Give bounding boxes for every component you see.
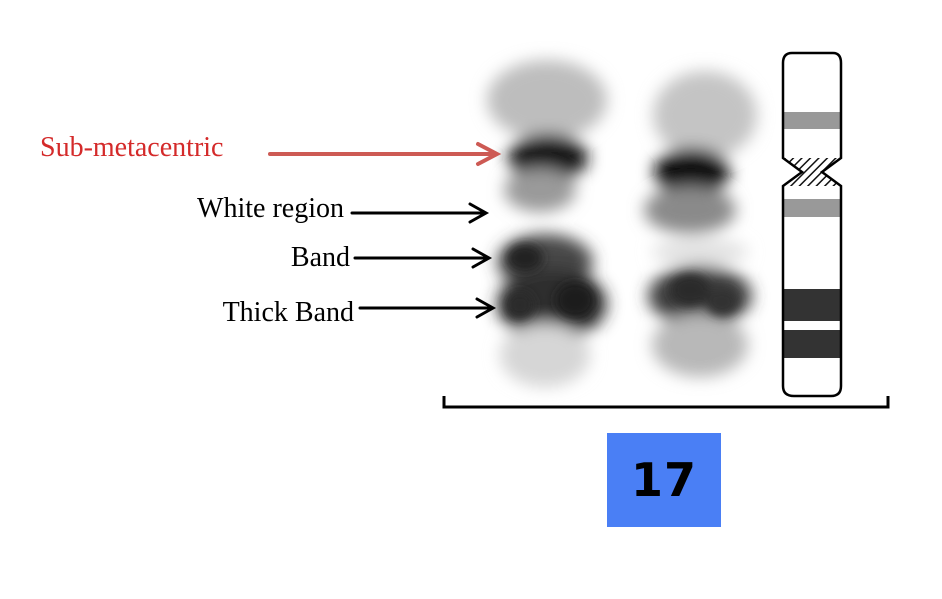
ideogram-outline xyxy=(781,51,843,398)
label-thick-band: Thick Band xyxy=(222,297,354,328)
arrow-white-region xyxy=(350,202,490,224)
group-bracket xyxy=(442,396,890,409)
label-band: Band xyxy=(290,242,350,273)
arrow-sub-metacentric xyxy=(268,142,502,166)
chromosome-photo-left xyxy=(487,60,607,387)
chromosome-photo-right xyxy=(644,71,757,377)
label-sub-metacentric: Sub-metacentric xyxy=(40,132,224,163)
ideogram-band xyxy=(783,289,841,321)
ideogram-band xyxy=(783,330,841,358)
arrow-band xyxy=(353,247,493,269)
chromosome-number-box: 17 xyxy=(607,433,721,527)
arrow-thick-band xyxy=(358,297,497,319)
ideogram-band xyxy=(783,199,841,217)
chromosome-ideogram xyxy=(781,51,843,398)
chromosome-number: 17 xyxy=(630,453,697,507)
ideogram-band xyxy=(783,112,841,129)
label-white-region: White region xyxy=(197,193,344,224)
